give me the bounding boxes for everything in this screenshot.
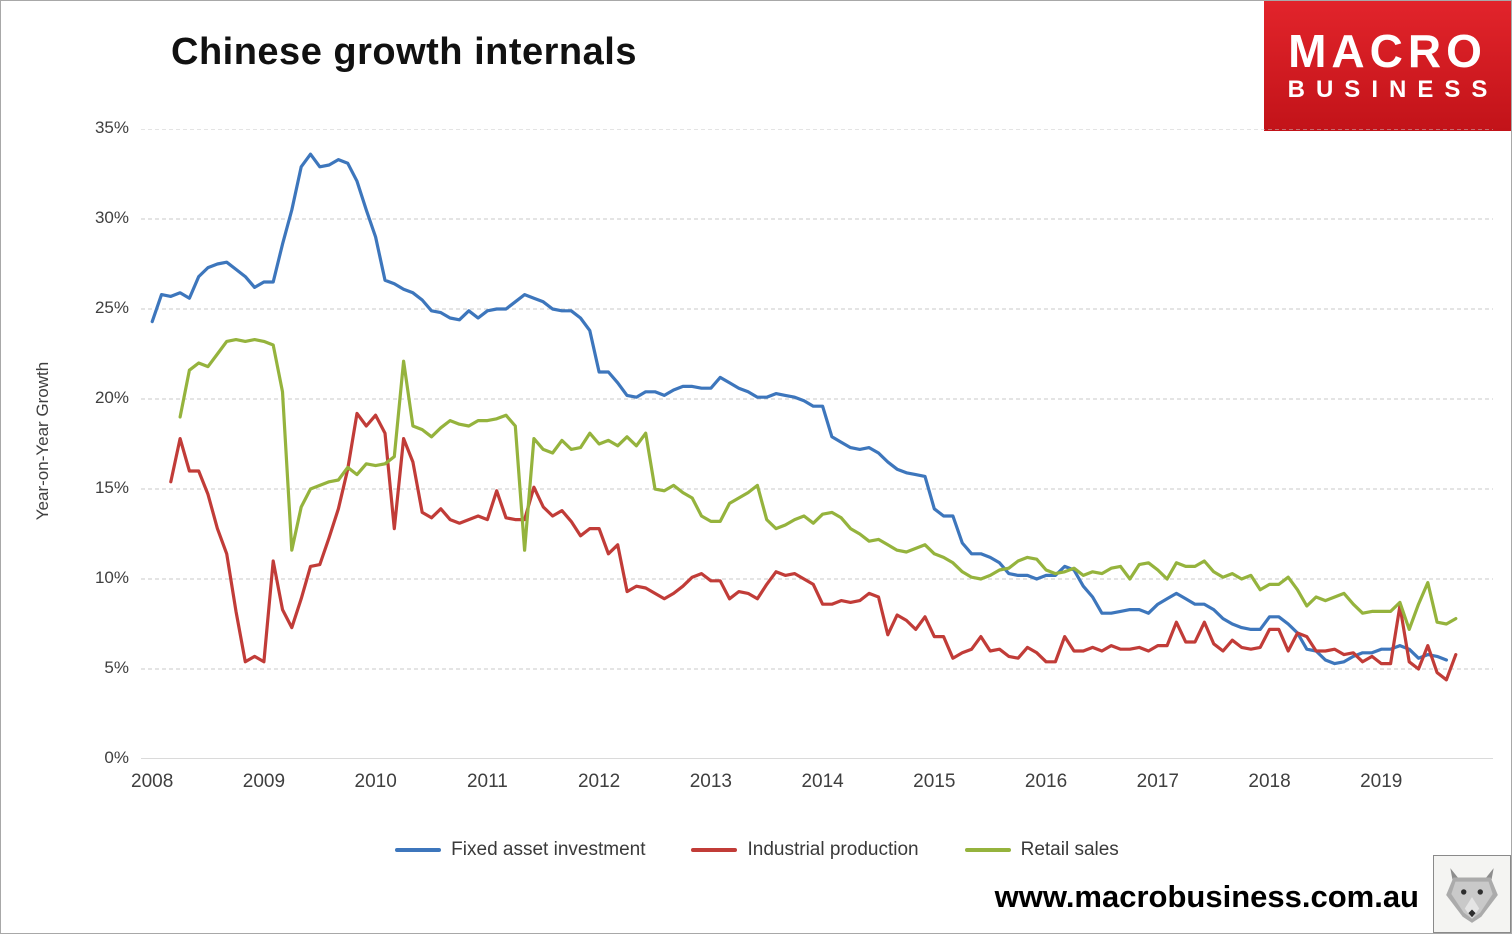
wolf-icon [1446, 868, 1498, 923]
x-tick-label: 2016 [1024, 771, 1068, 792]
x-tick-label: 2017 [1136, 771, 1179, 792]
legend-label: Industrial production [747, 839, 919, 860]
macrobusiness-logo: MACRO BUSINESS [1264, 1, 1511, 131]
legend-label: Retail sales [1020, 839, 1119, 860]
x-tick-label: 2013 [689, 771, 732, 792]
x-tick-label: 2009 [242, 771, 286, 792]
chart-legend: Fixed asset investment Industrial product… [1, 839, 1511, 861]
series-industrial-production [169, 411, 1458, 682]
y-tick-label: 20% [94, 388, 129, 407]
y-tick-label: 10% [94, 568, 129, 587]
wolf-logo [1433, 855, 1511, 933]
legend-line-swatch [395, 848, 442, 852]
legend-item: Industrial production [691, 839, 919, 861]
x-tick-label: 2012 [577, 771, 621, 792]
x-tick-label: 2008 [131, 771, 174, 792]
series-retail-sales [178, 338, 1458, 631]
legend-line-swatch [691, 848, 738, 852]
x-tick-label: 2010 [354, 771, 397, 792]
legend-line-swatch [964, 848, 1011, 852]
logo-text-macro: MACRO [1288, 25, 1487, 78]
y-tick-label: 30% [94, 208, 129, 227]
x-tick-label: 2019 [1360, 771, 1403, 792]
logo-text-business: BUSINESS [1287, 75, 1499, 103]
y-tick-label: 35% [94, 118, 129, 137]
y-tick-label: 5% [104, 658, 129, 677]
legend-item: Retail sales [964, 839, 1119, 861]
y-tick-label: 15% [94, 478, 129, 497]
x-tick-label: 2015 [913, 771, 956, 792]
x-tick-label: 2018 [1248, 771, 1291, 792]
chart-title: Chinese growth internals [171, 31, 637, 73]
y-tick-label: 25% [94, 298, 129, 317]
legend-item: Fixed asset investment [395, 839, 645, 861]
series-fixed-asset-investment [150, 152, 1449, 666]
x-tick-label: 2014 [801, 771, 844, 792]
y-tick-label: 0% [104, 748, 129, 767]
x-tick-label: 2011 [466, 771, 508, 792]
plot-area [141, 129, 1493, 759]
site-url: www.macrobusiness.com.au [994, 879, 1419, 914]
legend-label: Fixed asset investment [451, 839, 646, 860]
